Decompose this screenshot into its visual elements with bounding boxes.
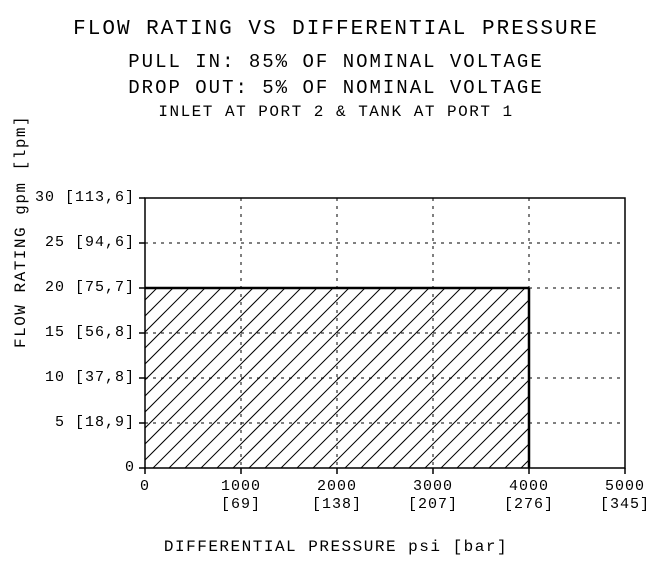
x-tick-label: 2000[138] <box>302 478 372 514</box>
y-tick-label: 30 [113,6] <box>35 189 135 206</box>
x-tick-label: 3000[207] <box>398 478 468 514</box>
y-tick-label: 25 [94,6] <box>35 234 135 251</box>
y-tick-label: 0 <box>35 459 135 476</box>
x-tick-label: 5000[345] <box>590 478 660 514</box>
x-tick-label: 0 <box>110 478 180 496</box>
y-tick-label: 10 [37,8] <box>35 369 135 386</box>
y-tick-label: 5 [18,9] <box>35 414 135 431</box>
y-tick-label: 15 [56,8] <box>35 324 135 341</box>
y-tick-label: 20 [75,7] <box>35 279 135 296</box>
x-tick-label: 1000[69] <box>206 478 276 514</box>
x-tick-label: 4000[276] <box>494 478 564 514</box>
